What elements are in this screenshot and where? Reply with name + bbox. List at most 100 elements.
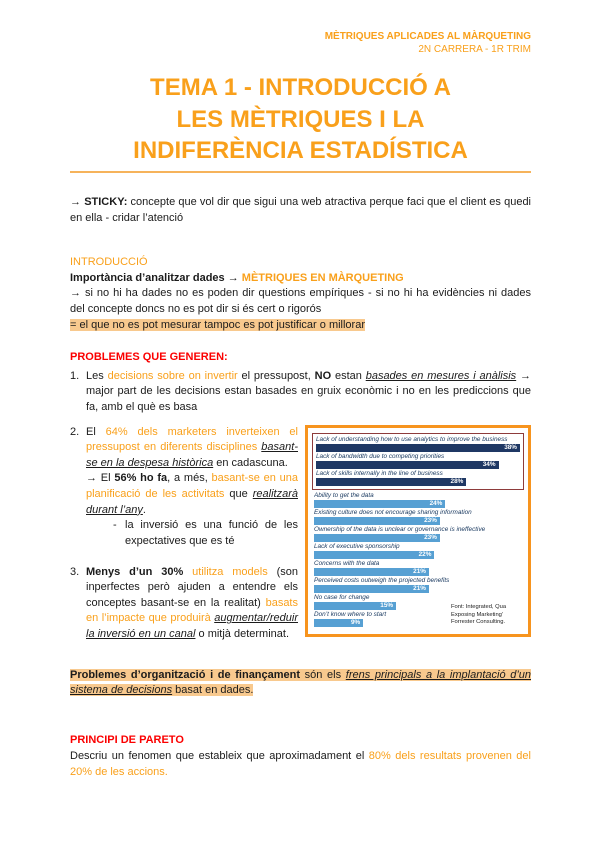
text-run: concepte que vol dir que sigui una web a… (70, 195, 532, 224)
text-run: augmentar/reduir la inversió en un canal (86, 612, 298, 640)
chart-top3-red-box: Lack of understanding how to use analyti… (312, 432, 524, 490)
text-run: decisions sobre on invertir (107, 369, 238, 382)
text-run: STICKY: (84, 195, 128, 208)
finance-highlight-paragraph: Problemes d’organització i de finançamen… (70, 668, 531, 699)
bar-row: Lack of understanding how to use analyti… (316, 436, 520, 452)
text-run: frens principals a la implantació d’un s… (70, 668, 531, 697)
bar-label: Lack of executive sponsorship (314, 542, 400, 550)
text-run: (son inperfectes però ajuden a entendre … (86, 565, 299, 609)
bar-row: No case for change 15% (314, 594, 522, 610)
bar-label: Existing culture does not encourage shar… (314, 508, 472, 516)
bar-value: 23% (314, 533, 440, 542)
text-run: utilitza models (192, 565, 268, 578)
item2-sub-bullet: - la inversió es una funció de les expec… (86, 518, 298, 549)
item2-lead: El 64% dels marketers inverteixen el pre… (86, 425, 298, 472)
item-number: 3. (70, 565, 80, 578)
text-run: → (224, 271, 242, 284)
item-text: Menys d’un 30% utilitza models (son inpe… (86, 565, 298, 643)
chart-source-line-2: Exposing Marketing’ (451, 611, 504, 618)
pareto-paragraph: Descriu un fenomen que estableix que apr… (70, 749, 531, 780)
bar-value: 22% (314, 550, 435, 559)
text-run: basats en l’impacte que produirà (86, 596, 298, 625)
bar-row: Don’t know where to start 9% (314, 611, 522, 627)
bar-value: 28% (316, 477, 467, 486)
barriers-bar-chart-image: Lack of understanding how to use analyti… (305, 424, 531, 637)
bar-row: Lack of bandwidth due to competing prior… (316, 453, 520, 469)
text-run: . (142, 503, 146, 516)
text-run: El (86, 425, 106, 438)
bar-label: Concerns with the data (314, 559, 380, 567)
text-run: o mitjà determinat. (195, 627, 290, 640)
item2-second: → El 56% ho fa, a més, basant-se en una … (86, 471, 298, 518)
bar-row: Ability to get the data 24% (314, 492, 522, 508)
highlighted-text: = el que no es pot mesurar tampoc es pot… (70, 318, 365, 331)
pareto-heading: PRINCIPI DE PARETO (70, 733, 184, 746)
page-title: TEMA 1 - INTRODUCCIÓ A LES MÈTRIQUES I L… (70, 72, 531, 166)
text-run: Les (86, 369, 108, 382)
intro-heading: INTRODUCCIÓ (70, 256, 148, 269)
text-run: són els (300, 668, 346, 681)
text-run: Descriu un fenomen que estableix que apr… (70, 750, 369, 763)
problem-item-1: 1. Les decisions sobre on invertir el pr… (70, 369, 531, 416)
bar-value: 34% (316, 460, 499, 469)
text-run: el pressupost, (237, 369, 315, 382)
intro-importance-line: Importància d’analitzar dades → MÈTRIQUE… (70, 271, 531, 287)
bar-label: Lack of skills internally in the line of… (316, 469, 443, 477)
bar-label: Perceived costs outweigh the projected b… (314, 576, 450, 584)
text-run: 64% dels marketers inverteixen el pressu… (86, 425, 298, 454)
text-run: 56% ho fa (114, 472, 168, 485)
text-run: Importància d’analitzar dades (70, 271, 225, 284)
text-run: en cadascuna. (213, 456, 288, 469)
list-column: 2. El 64% dels marketers inverteixen el … (70, 425, 298, 643)
bar-row: Lack of skills internally in the line of… (316, 470, 520, 486)
item-text: Les decisions sobre on invertir el press… (86, 369, 531, 416)
item-number: 1. (70, 369, 80, 382)
bar-value: 38% (316, 443, 520, 452)
text-run: → major part de les decisions estan basa… (86, 369, 532, 414)
bar-value: 23% (314, 516, 440, 525)
problem-item-2: 2. El 64% dels marketers inverteixen el … (70, 425, 298, 550)
course-title: MÈTRIQUES APLICADES AL MÀRQUETING (324, 31, 531, 42)
text-run: realitzarà durant l’any (86, 488, 298, 516)
chart-column: Lack of understanding how to use analyti… (305, 424, 531, 643)
text-run: NO (314, 369, 332, 382)
bar-label: Ownership of the data is unclear or gove… (314, 525, 486, 533)
doc-header: MÈTRIQUES APLICADES AL MÀRQUETING 2N CAR… (70, 30, 531, 56)
text-run: MÈTRIQUES EN MÀRQUETING (241, 271, 404, 284)
chart-source-line-1: Font: Integrated, Qua (451, 604, 507, 611)
intro-highlight-line: = el que no es pot mesurar tampoc es pot… (70, 318, 531, 334)
text-run: basades en mesures i anàlisis (365, 369, 517, 382)
text-run: → El (86, 472, 115, 485)
problems-heading: PROBLEMES QUE GENEREN: (70, 351, 228, 364)
sub-bullet-text: la inversió es una funció de les expecta… (125, 519, 298, 547)
title-rule (70, 170, 531, 173)
chart-source-citation: Font: Integrated, Qua Exposing Marketing… (451, 604, 525, 627)
highlighted-text: Problemes d’organització i de finançamen… (70, 668, 531, 697)
bar-label: Ability to get the data (314, 491, 374, 499)
page-title-line-3: INDIFERÈNCIA ESTADÍSTICA (133, 136, 468, 164)
intro-arrow-paragraph: → si no hi ha dades no es poden dir ques… (70, 287, 531, 315)
text-run: que (224, 488, 253, 501)
item-text: El 64% dels marketers inverteixen el pre… (86, 425, 298, 550)
bar-value: 24% (314, 499, 446, 508)
text-run: , a més, (167, 472, 212, 485)
chart-source-line-3: Forrester Consulting. (451, 619, 506, 626)
bar-label: No case for change (314, 593, 370, 601)
course-subtitle: 2N CARRERA - 1R TRIM (418, 44, 531, 56)
sticky-note-paragraph: → STICKY: concepte que vol dir que sigui… (70, 195, 531, 226)
bar-row: Perceived costs outweigh the projected b… (314, 577, 522, 593)
bar-label: Lack of understanding how to use analyti… (316, 435, 508, 443)
bar-row: Ownership of the data is unclear or gove… (314, 526, 522, 542)
text-run: basant-se en la despesa històrica (86, 441, 298, 469)
intro-section: INTRODUCCIÓ Importància d’analitzar dade… (70, 255, 531, 333)
bar-value: 21% (314, 584, 429, 593)
text-run: estan (331, 369, 366, 382)
text-run (183, 566, 192, 578)
page-title-line-2: LES MÈTRIQUES I LA (176, 105, 425, 133)
bar-value: 21% (314, 567, 429, 576)
text-run: Menys d’un 30% (86, 565, 184, 578)
bar-row: Lack of executive sponsorship 22% (314, 543, 522, 559)
two-column-block: 2. El 64% dels marketers inverteixen el … (70, 424, 531, 643)
text-run: → (70, 195, 85, 208)
